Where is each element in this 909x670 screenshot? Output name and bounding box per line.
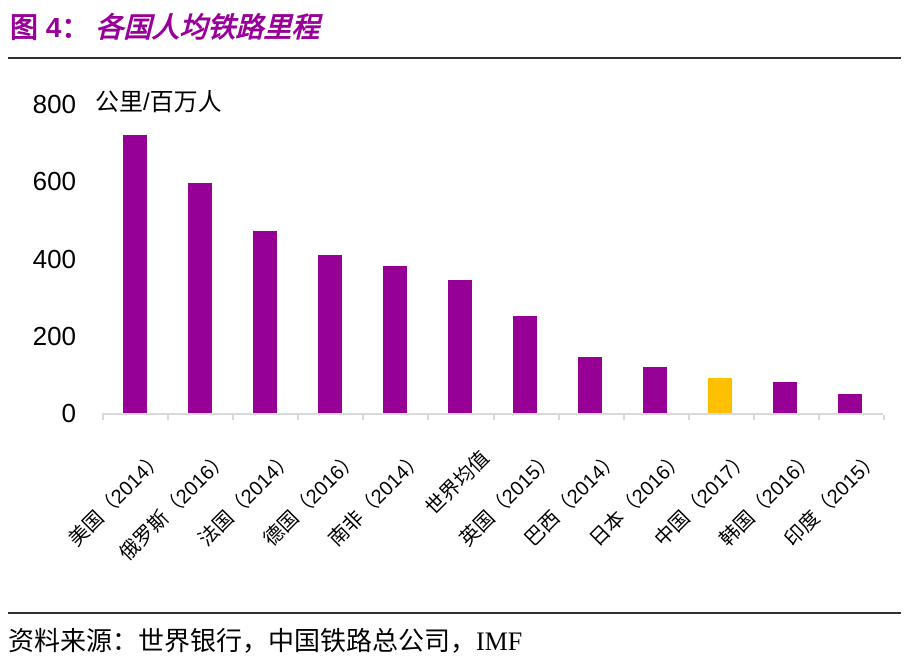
bar xyxy=(643,367,668,413)
y-tick-label: 400 xyxy=(32,243,76,274)
x-category-label: 南非（2014） xyxy=(325,415,429,605)
x-axis-tick xyxy=(102,415,104,420)
bar xyxy=(317,255,342,413)
x-axis-tick xyxy=(493,415,495,420)
y-tick-label: 0 xyxy=(61,398,76,428)
x-category-label: 印度（2015） xyxy=(781,415,885,605)
x-axis-tick xyxy=(362,415,364,420)
bar xyxy=(838,394,863,413)
y-tick-label: 600 xyxy=(32,166,76,197)
top-divider-line xyxy=(8,57,901,59)
x-axis-tick xyxy=(232,415,234,420)
y-axis: 0 200 400 600 800 xyxy=(0,90,76,427)
source-note: 资料来源：世界银行，中国铁路总公司，IMF xyxy=(8,627,523,656)
figure-number-label: 图 4： xyxy=(10,12,90,43)
plot-area xyxy=(102,104,885,420)
x-axis-tick xyxy=(753,415,755,420)
x-axis-tick xyxy=(427,415,429,420)
bar xyxy=(447,280,472,413)
bar-highlight xyxy=(708,378,733,413)
y-tick-label: 800 xyxy=(32,89,76,119)
x-axis-tick xyxy=(167,415,169,420)
bar xyxy=(252,231,277,413)
bar xyxy=(513,316,538,413)
x-axis-tick xyxy=(623,415,625,420)
figure-title-row: 图 4： 各国人均铁路里程 xyxy=(10,6,319,46)
x-axis-labels: 美国（2014） 俄罗斯（2016） 法国（2014） 德国（2016） 南非（2014… xyxy=(65,415,885,605)
x-axis-tick xyxy=(297,415,299,420)
x-axis-line xyxy=(102,413,883,415)
bottom-divider-line xyxy=(8,612,901,614)
x-axis-tick xyxy=(818,415,820,420)
bar xyxy=(578,357,603,413)
y-tick-label: 200 xyxy=(32,320,76,351)
figure-title: 各国人均铁路里程 xyxy=(95,13,320,44)
y-axis-unit-label: 公里/百万人 xyxy=(95,89,222,116)
bar xyxy=(187,183,212,413)
bar xyxy=(382,266,407,413)
x-axis-tick xyxy=(688,415,690,420)
bar xyxy=(773,382,798,413)
x-axis-tick xyxy=(558,415,560,420)
x-axis-tick xyxy=(883,415,885,420)
bar xyxy=(122,135,147,413)
